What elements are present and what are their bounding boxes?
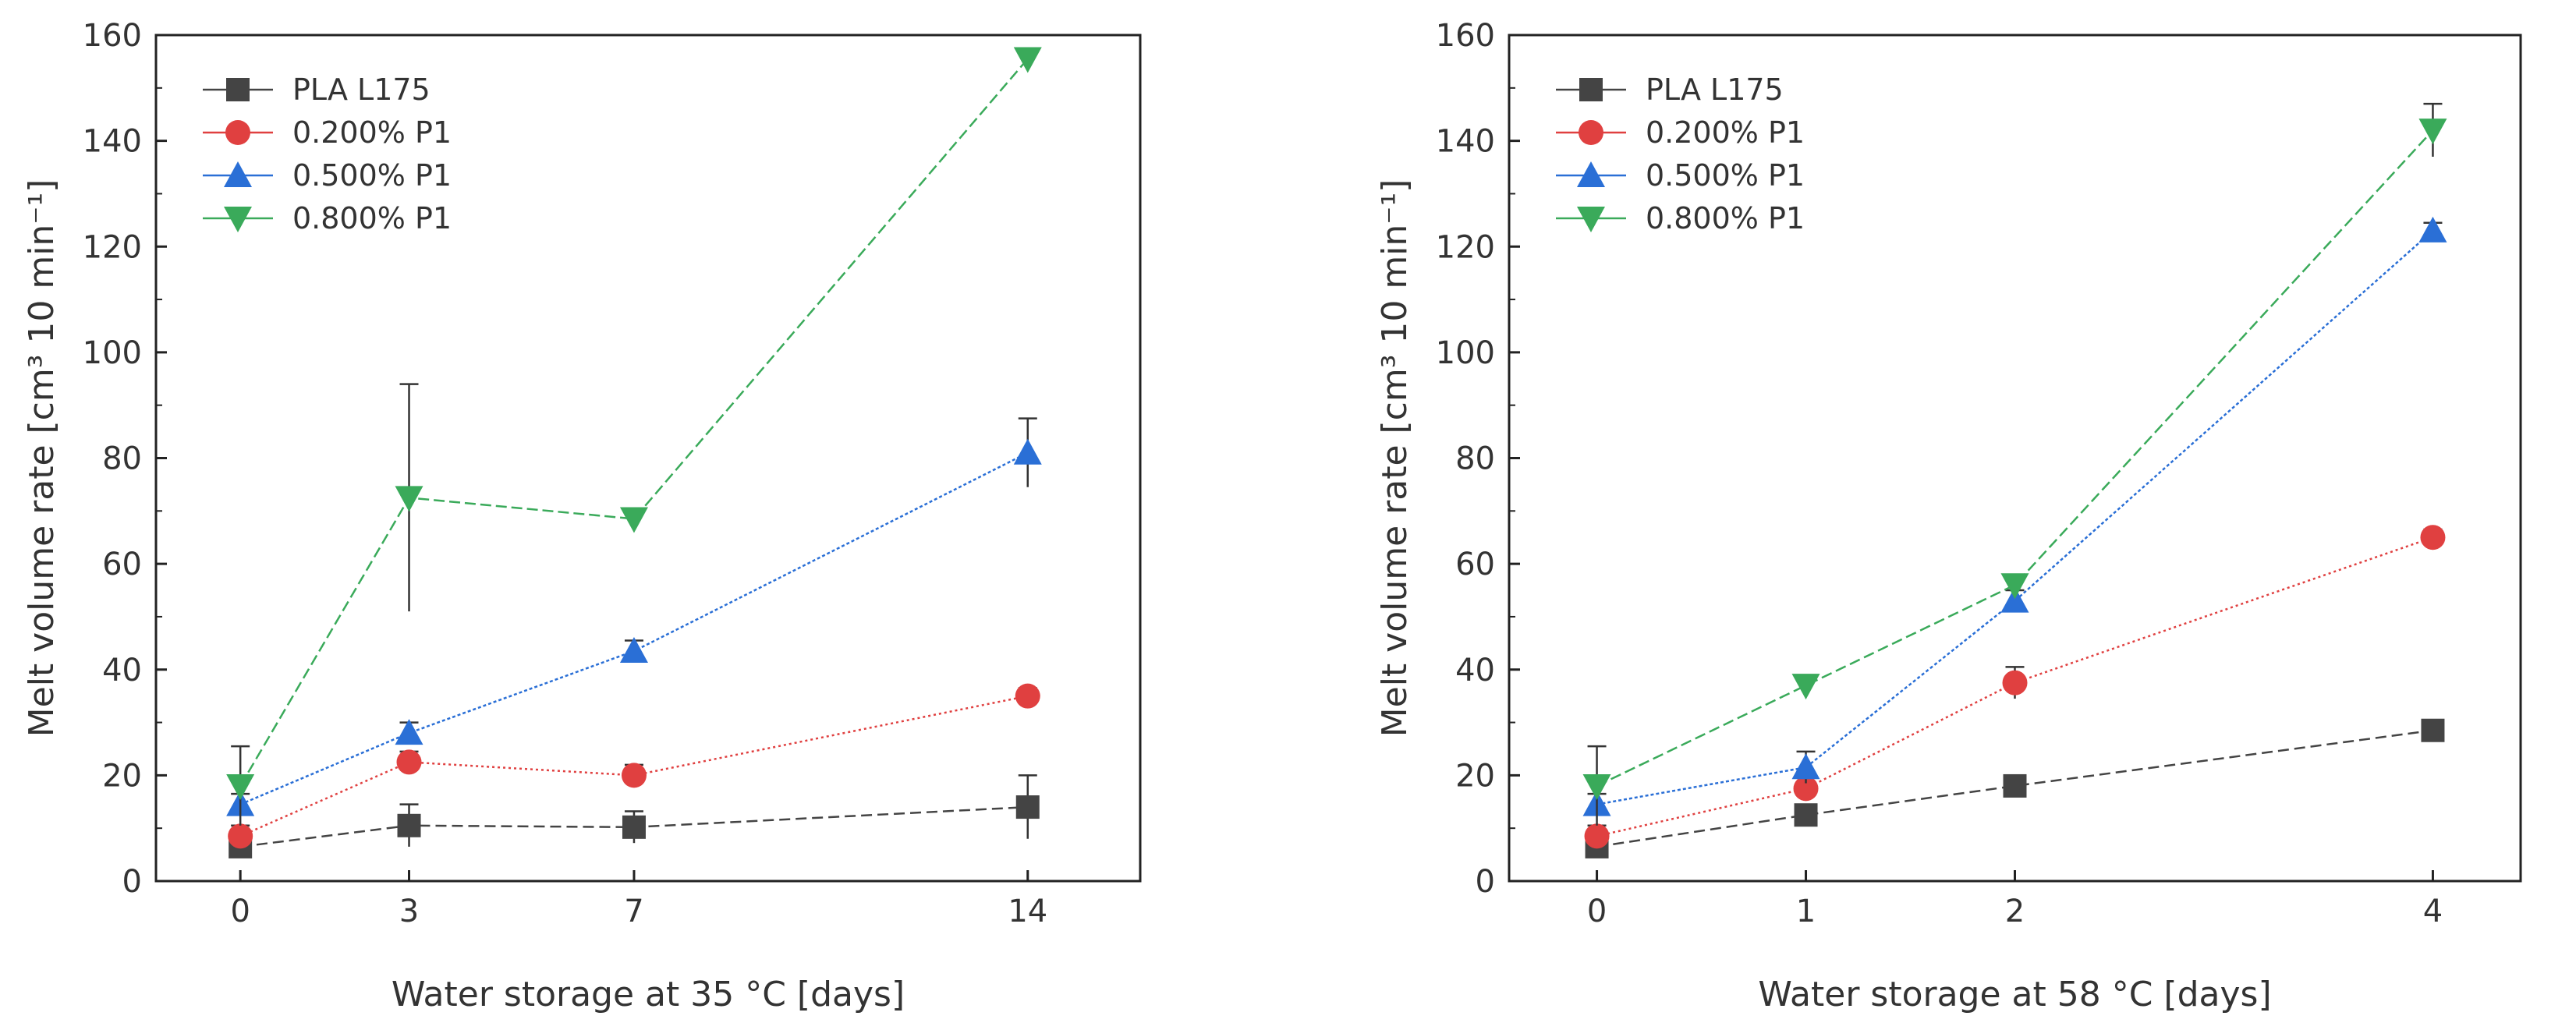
y-tick-label: 120 — [1436, 229, 1495, 265]
x-tick-label: 14 — [1008, 894, 1047, 929]
legend-marker — [1577, 161, 1605, 187]
data-point — [619, 507, 648, 533]
legend: PLA L175 0.200% P1 0.500% P1 0.800% P1 — [1556, 73, 1805, 235]
series-line — [1596, 129, 2434, 788]
x-tick-label: 2 — [2005, 894, 2025, 929]
series-line — [1596, 729, 2433, 848]
legend-label: 0.800% P1 — [1646, 201, 1805, 235]
y-tick-label: 20 — [102, 758, 142, 794]
y-tick-label: 80 — [102, 441, 142, 477]
x-tick-label: 1 — [1796, 894, 1816, 929]
x-axis-label: Water storage at 35 °C [days] — [392, 975, 905, 1014]
legend-label: 0.800% P1 — [292, 201, 452, 235]
data-point — [2002, 670, 2028, 696]
data-point — [621, 763, 647, 788]
data-point — [1794, 803, 1818, 827]
legend-label: 0.200% P1 — [1646, 115, 1805, 150]
data-point — [2000, 573, 2029, 600]
y-tick-label: 120 — [83, 229, 142, 265]
data-point — [2418, 119, 2447, 145]
y-tick-label: 160 — [83, 18, 142, 54]
y-tick-label: 140 — [83, 124, 142, 160]
legend-marker — [1577, 207, 1605, 232]
series-3 — [1582, 216, 2447, 816]
series-line — [240, 805, 1028, 848]
x-tick-label: 0 — [1587, 894, 1607, 929]
y-axis-label: Melt volume rate [cm³ 10 min⁻¹] — [22, 179, 62, 738]
data-point — [1013, 438, 1042, 465]
x-axis-label: Water storage at 58 °C [days] — [1758, 975, 2271, 1014]
y-tick-label: 100 — [1436, 335, 1495, 371]
y-tick-label: 80 — [1455, 441, 1495, 477]
x-tick-label: 7 — [624, 894, 643, 929]
chart-panel-1: 0 20 40 60 80 100 120 140 160 0 3 7 14 Water storage … — [22, 18, 1142, 1014]
x-tick-label: 3 — [399, 894, 419, 929]
legend-label: 0.500% P1 — [1646, 158, 1805, 193]
data-point — [2418, 216, 2447, 242]
series-4 — [1582, 102, 2447, 826]
y-tick-label: 60 — [1455, 547, 1495, 582]
data-point — [1584, 823, 1610, 849]
data-point — [395, 486, 423, 512]
series-1 — [1585, 718, 2445, 858]
y-tick-label: 40 — [1455, 653, 1495, 688]
data-point — [622, 815, 646, 839]
data-point — [1015, 683, 1040, 709]
legend-marker — [226, 78, 250, 101]
data-point — [1793, 776, 1819, 802]
data-point — [1015, 795, 1040, 819]
y-tick-label: 40 — [102, 653, 142, 688]
data-point — [2003, 773, 2027, 798]
chart-panel-2: 0 20 40 60 80 100 120 140 160 0 1 2 4 Water storage a… — [1375, 18, 2522, 1014]
y-tick-label: 0 — [122, 864, 142, 900]
series-line — [1596, 229, 2434, 805]
data-point — [1582, 773, 1611, 800]
series-3 — [226, 417, 1042, 816]
y-tick-label: 100 — [83, 335, 142, 371]
data-point — [395, 719, 423, 745]
data-point — [228, 823, 253, 849]
legend-label: 0.500% P1 — [292, 158, 452, 193]
legend-label: 0.200% P1 — [292, 115, 452, 150]
y-tick-label: 140 — [1436, 124, 1495, 160]
legend: PLA L175 0.200% P1 0.500% P1 0.800% P1 — [203, 73, 452, 235]
data-point — [2000, 586, 2029, 613]
legend-marker — [1579, 120, 1603, 145]
y-tick-label: 20 — [1455, 758, 1495, 794]
legend-label: PLA L175 — [1646, 73, 1784, 107]
data-point — [1791, 674, 1820, 700]
data-point — [397, 813, 421, 837]
series-line — [239, 695, 1029, 837]
y-tick-label: 60 — [102, 547, 142, 582]
x-tick-label: 0 — [230, 894, 250, 929]
data-point — [226, 773, 255, 800]
data-point — [2420, 525, 2446, 550]
y-axis-label: Melt volume rate [cm³ 10 min⁻¹] — [1375, 179, 1415, 738]
data-point — [1791, 753, 1820, 780]
data-point — [2421, 718, 2445, 742]
y-tick-label: 0 — [1476, 864, 1495, 900]
series-line — [239, 58, 1029, 787]
data-point — [1013, 47, 1042, 73]
legend-marker — [224, 161, 252, 187]
legend-marker — [224, 207, 252, 232]
data-point — [619, 637, 648, 664]
series-2 — [228, 683, 1040, 849]
legend-label: PLA L175 — [292, 73, 431, 107]
legend-marker — [225, 120, 250, 145]
y-tick-label: 160 — [1436, 18, 1495, 54]
x-tick-label: 4 — [2423, 894, 2443, 929]
legend-marker — [1579, 78, 1603, 101]
series-line — [239, 451, 1029, 805]
series-4 — [226, 47, 1042, 826]
data-point — [396, 749, 422, 775]
